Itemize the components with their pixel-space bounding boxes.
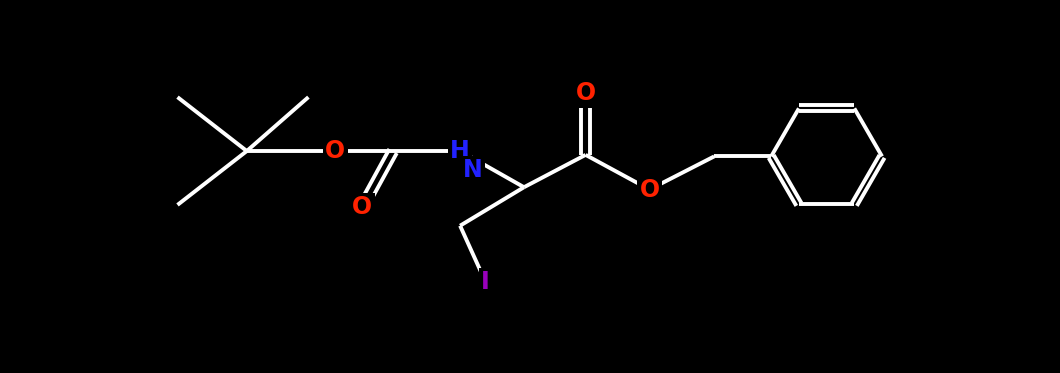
Text: O: O	[352, 195, 372, 219]
Text: O: O	[639, 178, 659, 201]
Text: O: O	[325, 139, 346, 163]
Text: H: H	[450, 139, 470, 163]
Text: O: O	[576, 81, 596, 105]
Text: I: I	[481, 270, 490, 294]
Text: N: N	[462, 158, 482, 182]
